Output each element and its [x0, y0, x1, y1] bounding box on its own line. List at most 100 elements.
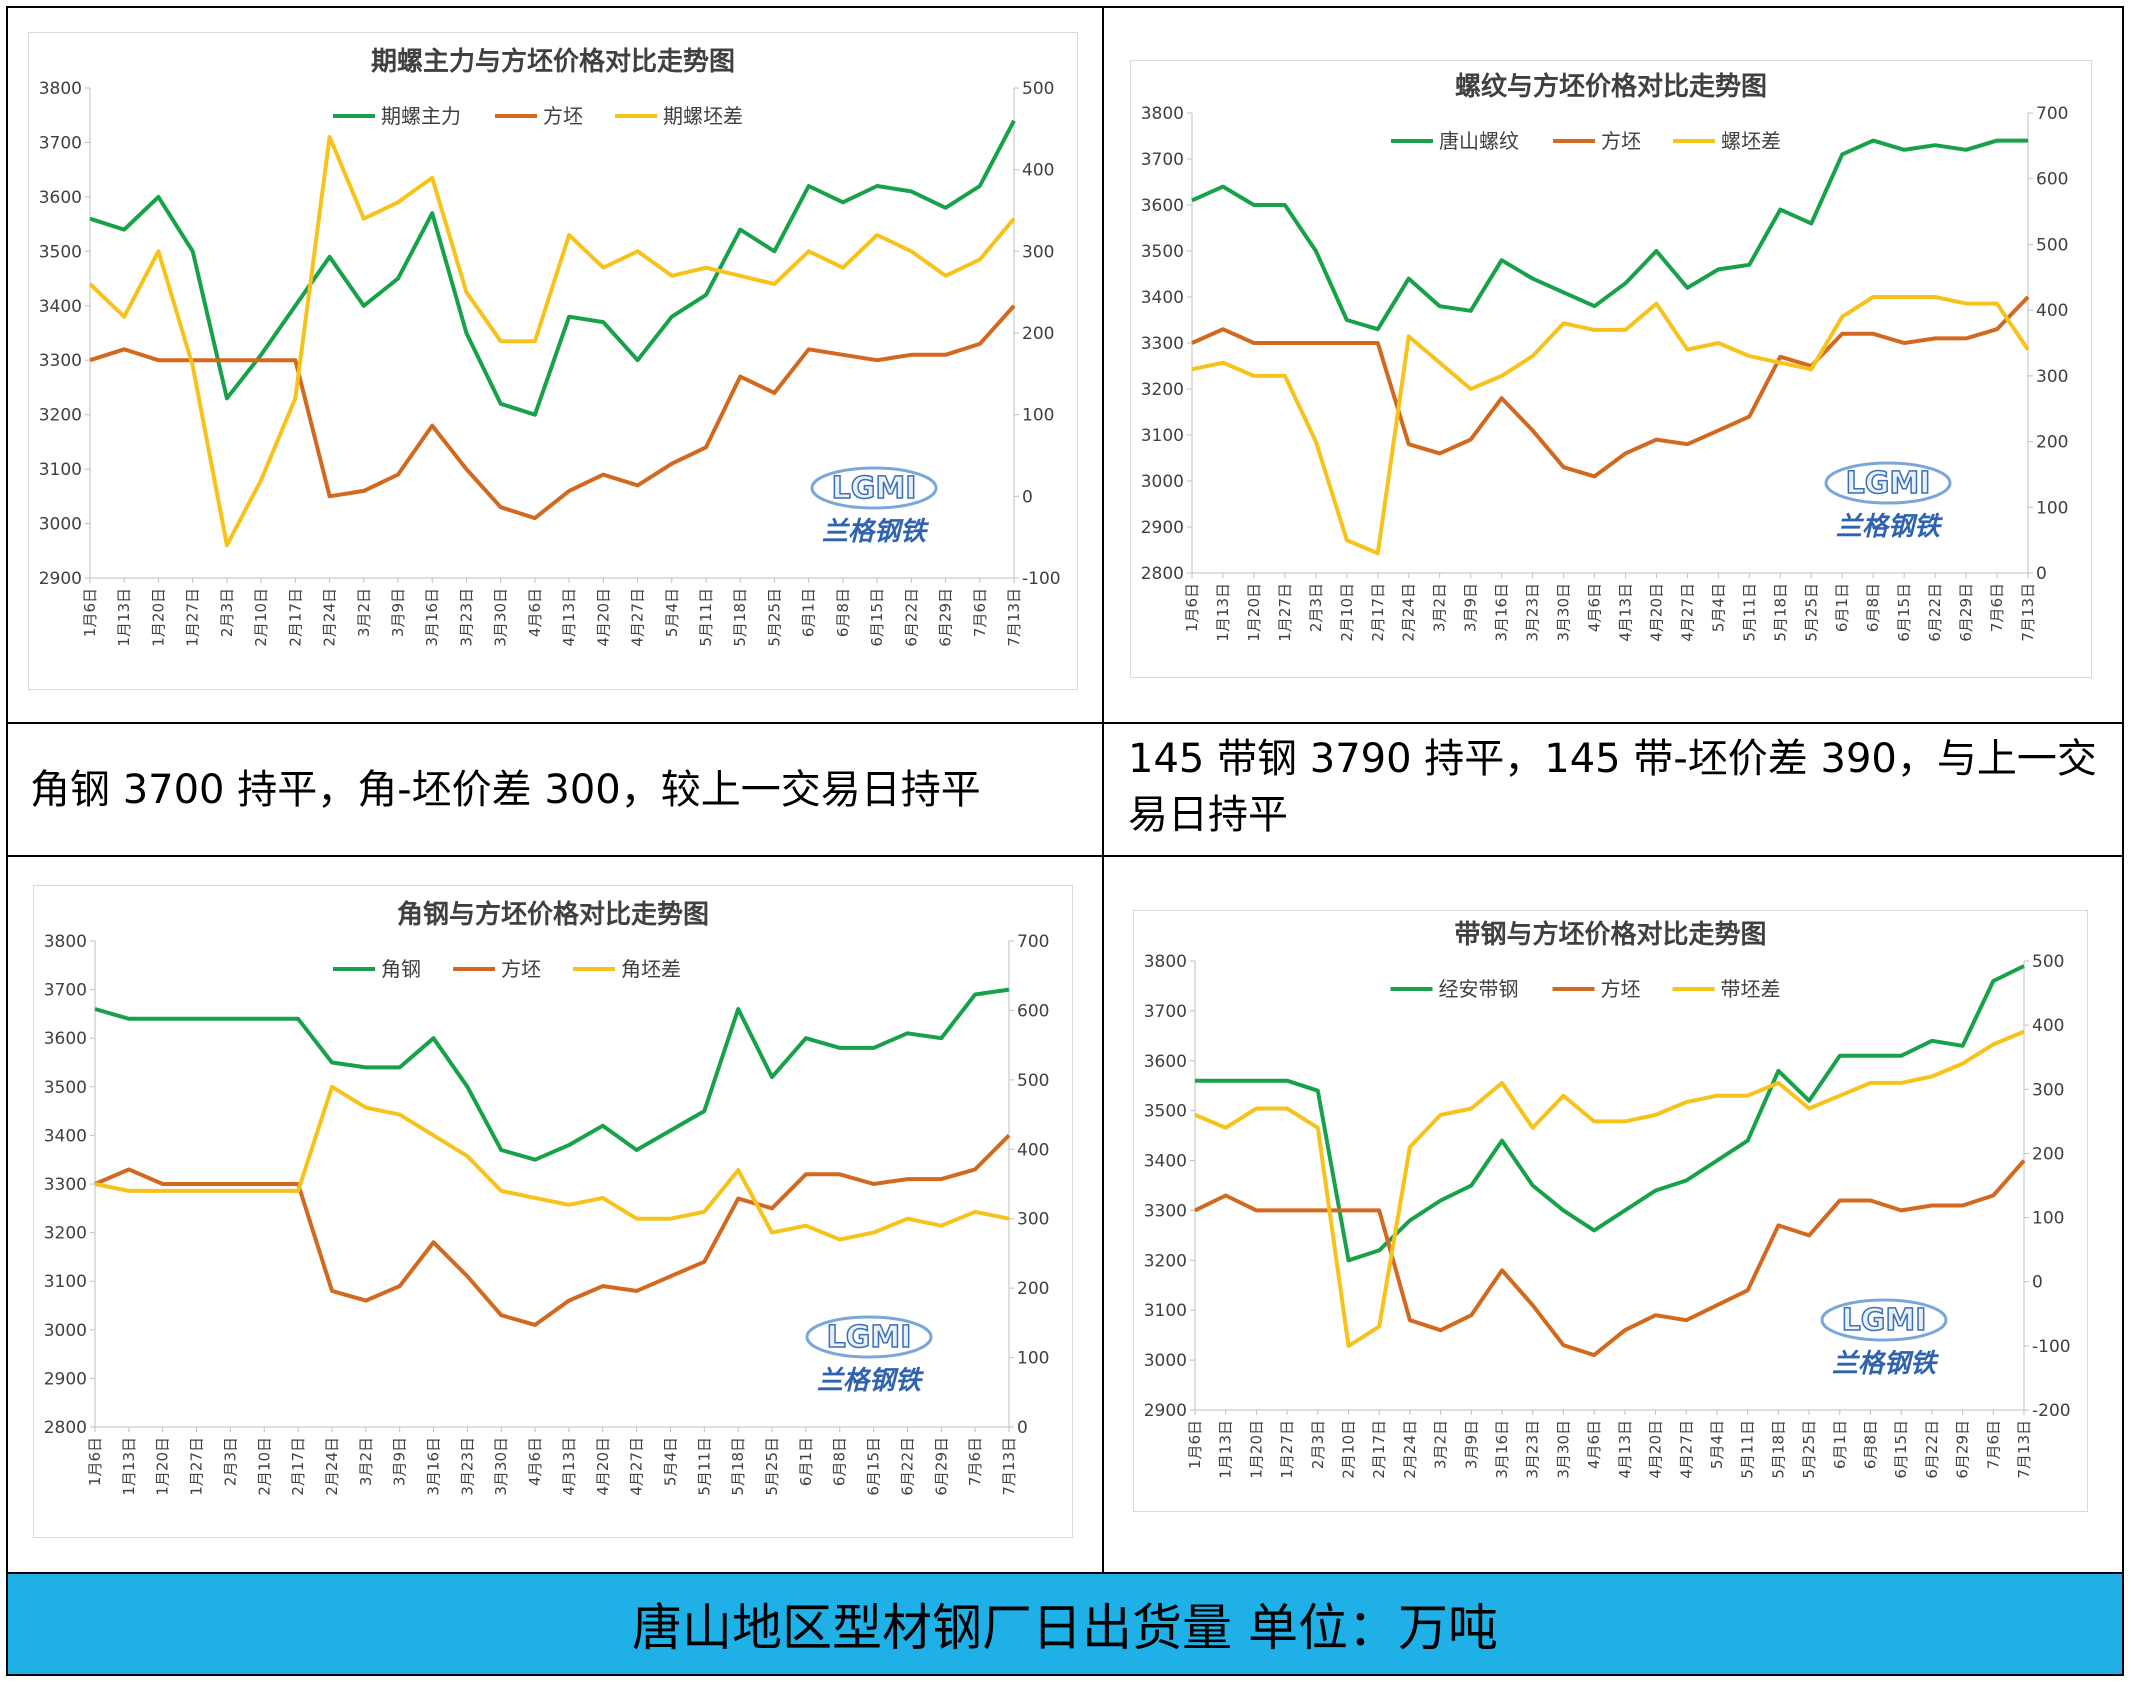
y-tick-label-left: 2900 — [44, 1369, 87, 1389]
x-tick-label: 4月20日 — [594, 588, 612, 647]
x-tick-label: 4月20日 — [1647, 1420, 1665, 1479]
y-tick-label-left: 2900 — [39, 569, 82, 589]
y-tick-label-left: 3700 — [1141, 150, 1184, 170]
layout-table — [6, 6, 2124, 1676]
chart-title: 期螺主力与方坯价格对比走势图 — [371, 46, 735, 77]
logo-mark: LGMI — [1842, 1303, 1927, 1338]
x-tick-label: 1月27日 — [1278, 1420, 1296, 1479]
logo-name: 兰格钢铁 — [1832, 1349, 1940, 1379]
x-tick-label: 5月25日 — [1802, 583, 1820, 642]
series-line-3 — [1191, 295, 2030, 556]
y-tick-label-right: 0 — [1022, 487, 1033, 507]
y-tick-label-left: 3600 — [44, 1029, 87, 1049]
x-tick-label: 1月6日 — [86, 1437, 104, 1486]
x-tick-label: 4月27日 — [629, 588, 647, 647]
x-tick-label: 3月23日 — [458, 1437, 476, 1496]
x-tick-label: 6月1日 — [1833, 583, 1851, 632]
y-tick-label-right: 400 — [1017, 1140, 1049, 1160]
y-tick-label-right: 400 — [2036, 301, 2068, 321]
y-tick-label-left: 3200 — [1141, 380, 1184, 400]
series-line-3 — [1194, 1029, 2025, 1348]
x-tick-label: 5月18日 — [729, 1437, 747, 1496]
x-tick-label: 6月29日 — [937, 588, 955, 647]
x-tick-label: 7月13日 — [1005, 588, 1023, 647]
x-tick-label: 4月20日 — [1647, 583, 1665, 642]
angle-steel-summary: 角钢 3700 持平，角-坯价差 300，较上一交易日持平 — [30, 767, 981, 813]
legend-label: 方坯 — [501, 957, 541, 981]
x-tick-label: 4月20日 — [594, 1437, 612, 1496]
x-tick-label: 1月20日 — [149, 588, 167, 647]
y-tick-label-left: 3000 — [1141, 472, 1184, 492]
y-tick-label-right: 400 — [2032, 1016, 2064, 1036]
chart-rebar-futures: 期螺主力与方坯价格对比走势图29003000310032003300340035… — [28, 32, 1078, 690]
series-line-1 — [89, 119, 1016, 417]
series-line-3 — [88, 135, 1016, 548]
y-tick-label-left: 3700 — [39, 133, 82, 153]
x-tick-label: 2月17日 — [286, 588, 304, 647]
chart-frame — [33, 885, 1073, 1538]
x-tick-label: 2月17日 — [1370, 1420, 1388, 1479]
logo-ellipse — [1820, 1298, 1948, 1342]
x-tick-label: 2月10日 — [255, 1437, 273, 1496]
x-tick-label: 3月16日 — [425, 1437, 443, 1496]
logo-mark: LGMI — [832, 471, 917, 506]
logo-mark: LGMI — [827, 1320, 912, 1355]
x-tick-label: 1月20日 — [1245, 583, 1263, 642]
y-tick-label-right: 700 — [2036, 104, 2068, 124]
series-line-1 — [94, 987, 1010, 1162]
x-tick-label: 6月22日 — [1923, 1420, 1941, 1479]
x-tick-label: 1月27日 — [184, 588, 202, 647]
legend-label: 角坯差 — [621, 957, 681, 981]
x-tick-label: 6月8日 — [831, 1437, 849, 1486]
y-tick-label-left: 3200 — [44, 1224, 87, 1244]
y-tick-label-right: 200 — [2036, 433, 2068, 453]
x-tick-label: 5月11日 — [697, 588, 715, 647]
chart-title: 角钢与方坯价格对比走势图 — [397, 899, 709, 930]
y-tick-label-right: 500 — [1022, 79, 1054, 99]
section-header-text: 唐山地区型材钢厂日出货量 单位：万吨 — [632, 1599, 1498, 1657]
x-tick-label: 1月13日 — [120, 1437, 138, 1496]
y-tick-label-left: 3600 — [39, 188, 82, 208]
x-tick-label: 2月17日 — [289, 1437, 307, 1496]
y-tick-label-right: 0 — [2036, 564, 2047, 584]
x-tick-label: 5月18日 — [1769, 1420, 1787, 1479]
y-tick-label-left: 2900 — [1141, 518, 1184, 538]
x-tick-label: 1月20日 — [154, 1437, 172, 1496]
y-tick-label-right: 300 — [2032, 1080, 2064, 1100]
y-tick-label-left: 3000 — [39, 515, 82, 535]
y-tick-label-right: 100 — [2036, 498, 2068, 518]
legend-label: 螺坯差 — [1721, 129, 1781, 153]
x-tick-label: 2月17日 — [1369, 583, 1387, 642]
x-tick-label: 4月13日 — [1616, 1420, 1634, 1479]
logo-name: 兰格钢铁 — [1836, 512, 1944, 542]
y-tick-label-right: 0 — [2032, 1273, 2043, 1293]
x-tick-label: 1月6日 — [81, 588, 99, 637]
x-tick-label: 6月15日 — [865, 1437, 883, 1496]
y-tick-label-left: 3600 — [1141, 196, 1184, 216]
x-tick-label: 5月25日 — [765, 588, 783, 647]
y-tick-label-left: 3800 — [39, 79, 82, 99]
chart-title: 带钢与方坯价格对比走势图 — [1454, 919, 1766, 950]
y-tick-label-left: 3600 — [1144, 1052, 1187, 1072]
y-tick-label-left: 3300 — [1144, 1201, 1187, 1221]
series-line-2 — [1191, 295, 2030, 479]
x-tick-label: 4月6日 — [1586, 583, 1604, 632]
logo-mark: LGMI — [1846, 466, 1931, 501]
y-tick-label-left: 3500 — [39, 242, 82, 262]
x-tick-label: 6月15日 — [868, 588, 886, 647]
row-divider — [6, 855, 2124, 857]
y-tick-label-left: 3400 — [39, 297, 82, 317]
y-tick-label-left: 3800 — [1144, 952, 1187, 972]
x-tick-label: 5月4日 — [1708, 1420, 1726, 1469]
legend-label: 唐山螺纹 — [1439, 129, 1519, 153]
x-tick-label: 6月8日 — [1861, 1420, 1879, 1469]
x-tick-label: 6月1日 — [797, 1437, 815, 1486]
x-tick-label: 1月13日 — [115, 588, 133, 647]
x-tick-label: 2月24日 — [321, 588, 339, 647]
series-line-2 — [94, 1133, 1011, 1327]
chart-strip-steel: 带钢与方坯价格对比走势图2900300031003200330034003500… — [1133, 910, 2088, 1512]
legend-label: 方坯 — [1601, 977, 1641, 1001]
x-tick-label: 4月6日 — [1585, 1420, 1603, 1469]
x-tick-label: 2月3日 — [218, 588, 236, 637]
x-tick-label: 6月1日 — [1831, 1420, 1849, 1469]
